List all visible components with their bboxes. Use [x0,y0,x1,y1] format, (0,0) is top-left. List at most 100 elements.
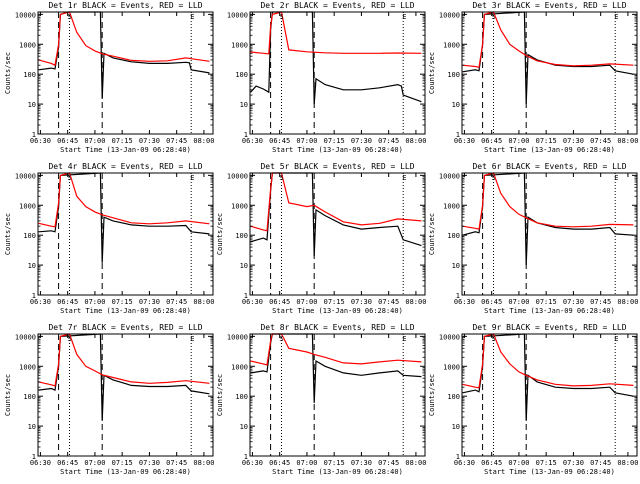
x-axis-label: Start Time (13-Jan-09 06:28:40) [272,146,403,154]
x-tick-label: 06:30 [454,137,475,145]
x-tick-label: 07:30 [139,459,160,467]
end-marker-label: E [402,174,406,182]
events-series-line [38,172,210,263]
x-tick-label: 07:00 [508,459,529,467]
end-marker-label: E [402,13,406,21]
x-tick-label: 08:00 [405,137,426,145]
end-marker-label: E [614,174,618,182]
x-tick-label: 08:00 [193,459,214,467]
y-tick-label: 100 [447,71,460,79]
x-tick-label: 07:15 [536,137,557,145]
x-tick-label: 06:45 [481,459,502,467]
x-tick-label: 08:00 [193,298,214,306]
x-tick-label: 07:15 [536,459,557,467]
x-tick-label: 07:30 [563,298,584,306]
y-tick-label: 1000 [231,363,248,371]
y-tick-label: 1 [32,131,36,139]
x-tick-label: 07:00 [296,298,317,306]
plot-frame [461,333,638,457]
lld-series-line [250,172,422,232]
events-series-line [462,333,634,421]
panel-det-6r: Det 6r BLACK = Events, RED = LLD S E 06:30 0… [428,162,638,315]
lld-series-line [250,11,422,55]
x-tick-label: 06:45 [57,298,78,306]
y-tick-label: 10000 [227,11,248,19]
x-tick-label: 06:30 [242,298,263,306]
events-series-line [462,172,634,266]
start-marker-label: S [279,335,283,343]
start-marker-label: S [279,174,283,182]
x-tick-label: 06:30 [30,459,51,467]
x-tick-label: 07:15 [112,459,133,467]
panel-title: Det 2r BLACK = Events, RED = LLD [260,1,414,10]
y-axis-label: Counts/sec [216,374,224,416]
y-tick-label: 10 [452,423,460,431]
y-tick-label: 10 [452,101,460,109]
plot-frame [249,172,426,296]
x-tick-label: 07:45 [166,137,187,145]
y-tick-label: 10 [240,262,248,270]
y-tick-label: 1 [32,453,36,461]
panel-det-1r: Det 1r BLACK = Events, RED = LLD S E 06:30 0… [4,1,214,154]
start-marker-label: S [67,335,71,343]
x-tick-label: 07:30 [563,137,584,145]
y-tick-label: 100 [23,393,36,401]
x-axis-label: Start Time (13-Jan-09 06:28:40) [60,468,191,476]
end-marker-label: E [614,13,618,21]
plot-frame [37,172,214,296]
y-tick-label: 1000 [231,41,248,49]
plot-frame [249,11,426,135]
start-marker-label: S [67,174,71,182]
y-tick-label: 1000 [443,202,460,210]
x-tick-label: 06:30 [454,298,475,306]
lld-series-line [462,172,634,230]
x-tick-label: 08:00 [405,459,426,467]
x-tick-label: 07:45 [166,459,187,467]
x-tick-label: 07:45 [378,298,399,306]
x-tick-label: 06:30 [454,459,475,467]
x-tick-label: 07:45 [590,137,611,145]
x-axis-label: Start Time (13-Jan-09 06:28:40) [272,307,403,315]
y-tick-label: 10 [28,423,36,431]
y-tick-label: 100 [447,393,460,401]
x-tick-label: 07:15 [112,298,133,306]
x-tick-label: 07:15 [324,137,345,145]
end-marker-label: E [614,335,618,343]
end-marker-label: E [190,335,194,343]
y-tick-label: 100 [235,232,248,240]
x-tick-label: 07:45 [590,459,611,467]
y-tick-label: 100 [23,71,36,79]
y-axis-label: Counts/sec [4,52,12,94]
x-tick-label: 08:00 [617,298,638,306]
x-tick-label: 06:30 [242,459,263,467]
y-tick-label: 1000 [443,363,460,371]
x-axis-label: Start Time (13-Jan-09 06:28:40) [60,146,191,154]
events-series-line [250,172,422,257]
x-tick-label: 07:00 [296,459,317,467]
end-marker-label: E [190,174,194,182]
x-tick-label: 07:30 [563,459,584,467]
x-tick-label: 06:30 [30,298,51,306]
y-axis-label: Counts/sec [428,374,436,416]
y-axis-label: Counts/sec [428,52,436,94]
x-tick-label: 06:45 [57,137,78,145]
y-tick-label: 10000 [227,172,248,180]
x-axis-label: Start Time (13-Jan-09 06:28:40) [272,468,403,476]
x-tick-label: 06:45 [269,137,290,145]
lld-series-line [462,333,634,389]
x-tick-label: 07:00 [84,459,105,467]
y-tick-label: 100 [235,393,248,401]
y-tick-label: 1000 [19,363,36,371]
y-axis-label: Counts/sec [4,374,12,416]
y-axis-label: Counts/sec [4,213,12,255]
x-tick-label: 06:30 [30,137,51,145]
end-marker-label: E [402,335,406,343]
start-marker-label: S [491,174,495,182]
y-tick-label: 1 [456,131,460,139]
start-marker-label: S [491,13,495,21]
y-tick-label: 100 [235,71,248,79]
start-marker-label: S [491,335,495,343]
x-tick-label: 07:45 [166,298,187,306]
